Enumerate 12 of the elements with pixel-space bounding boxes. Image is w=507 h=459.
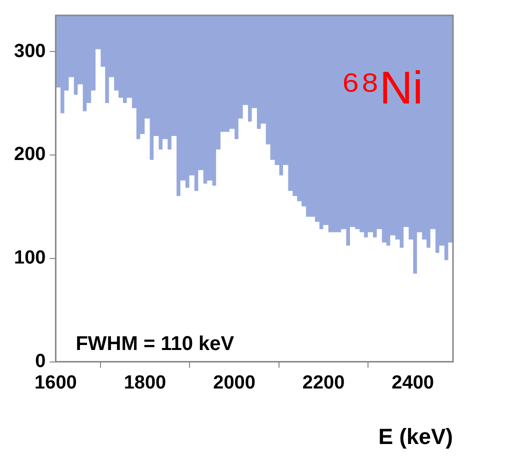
y-tick-label: 100 <box>14 248 46 269</box>
x-tick-label: 1800 <box>124 372 166 394</box>
x-tick-label: 2400 <box>392 372 434 394</box>
x-axis-title: E (keV) <box>378 424 453 449</box>
y-tick-label: 300 <box>14 40 46 62</box>
annotation: ⁶⁸Ni <box>341 61 423 114</box>
annotation: FWHM = 110 keV <box>76 332 235 355</box>
y-tick-label: 200 <box>14 144 46 166</box>
x-tick-label: 2200 <box>302 372 345 394</box>
x-tick-label: 1600 <box>34 372 77 394</box>
y-tick-label: 0 <box>35 351 46 372</box>
x-tick-label: 2000 <box>213 372 256 394</box>
